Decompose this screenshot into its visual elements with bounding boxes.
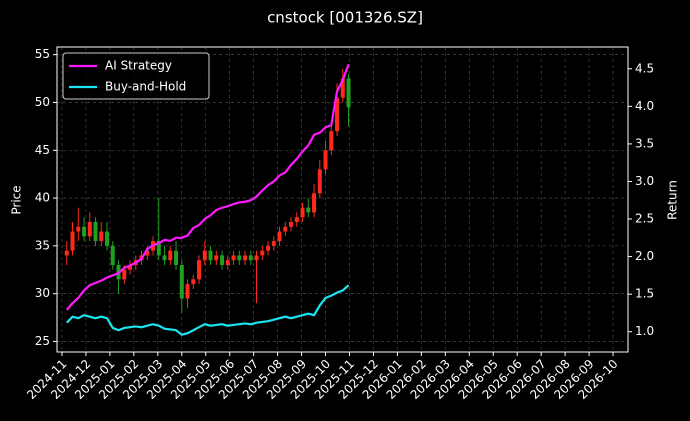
candle-body: [202, 250, 207, 261]
legend-box: [62, 52, 210, 100]
candle-body: [335, 97, 340, 132]
candle-body: [179, 264, 184, 299]
y2-tick-label: 2.5: [635, 212, 654, 226]
candle-body: [231, 255, 236, 261]
y2-axis-label: Return: [666, 180, 680, 220]
y-tick-label: 40: [35, 191, 50, 205]
candle-body: [340, 78, 345, 98]
candle-body: [300, 207, 305, 218]
candle-body: [64, 250, 69, 256]
candle-body: [289, 221, 294, 227]
candle-body: [248, 255, 253, 261]
candle-body: [271, 241, 276, 246]
candle-body: [277, 231, 282, 242]
candle-body: [105, 231, 110, 246]
y2-tick-label: 3.5: [635, 136, 654, 150]
plot-frame: [56, 46, 629, 353]
line-series: [65, 284, 350, 336]
candle-body: [260, 250, 265, 256]
candle-body: [145, 250, 150, 256]
candle-body: [323, 150, 328, 170]
candle-body: [185, 284, 190, 299]
candle-body: [312, 193, 317, 213]
y-tick-label: 45: [35, 143, 50, 157]
candle-body: [93, 221, 98, 242]
chart-title: cnstock [001326.SZ]: [267, 9, 423, 27]
candle-body: [208, 250, 213, 261]
candle-body: [99, 231, 104, 242]
y2-tick-label: 1.0: [635, 324, 654, 338]
candle-body: [168, 250, 173, 261]
candle-body: [122, 269, 127, 280]
y-axis-label: Price: [10, 185, 24, 214]
y-tick-label: 50: [35, 95, 50, 109]
candle-body: [70, 231, 75, 251]
candle-body: [283, 226, 288, 232]
candle-body: [329, 131, 334, 151]
candle-body: [82, 226, 87, 237]
candle-body: [174, 250, 179, 265]
y-tick-label: 55: [35, 47, 50, 61]
y2-tick-label: 4.0: [635, 99, 654, 113]
candle-body: [220, 255, 225, 265]
candle-body: [266, 245, 271, 251]
candle-body: [197, 260, 202, 280]
y-tick-label: 35: [35, 238, 50, 252]
y-tick-label: 30: [35, 286, 50, 300]
candle-body: [346, 78, 351, 108]
y2-tick-label: 4.5: [635, 61, 654, 75]
y2-tick-label: 2.0: [635, 249, 654, 263]
candle-body: [87, 221, 92, 237]
candle-body: [225, 260, 230, 265]
legend-label: AI Strategy: [105, 59, 172, 73]
candle-body: [294, 217, 299, 222]
candle-body: [76, 226, 81, 232]
candle-body: [306, 207, 311, 213]
y-tick-label: 25: [35, 334, 50, 348]
y2-tick-label: 3.0: [635, 174, 654, 188]
candle-body: [237, 255, 242, 261]
candle-body: [191, 279, 196, 285]
candle-body: [162, 255, 167, 261]
candle-body: [214, 255, 219, 261]
candle-body: [254, 255, 259, 261]
line-series: [65, 63, 350, 311]
legend-label: Buy-and-Hold: [105, 80, 186, 94]
candle-body: [156, 241, 161, 256]
candle-body: [243, 255, 248, 261]
candle-body: [110, 245, 115, 265]
y2-tick-label: 1.5: [635, 287, 654, 301]
candle-body: [128, 264, 133, 270]
candle-body: [317, 169, 322, 194]
